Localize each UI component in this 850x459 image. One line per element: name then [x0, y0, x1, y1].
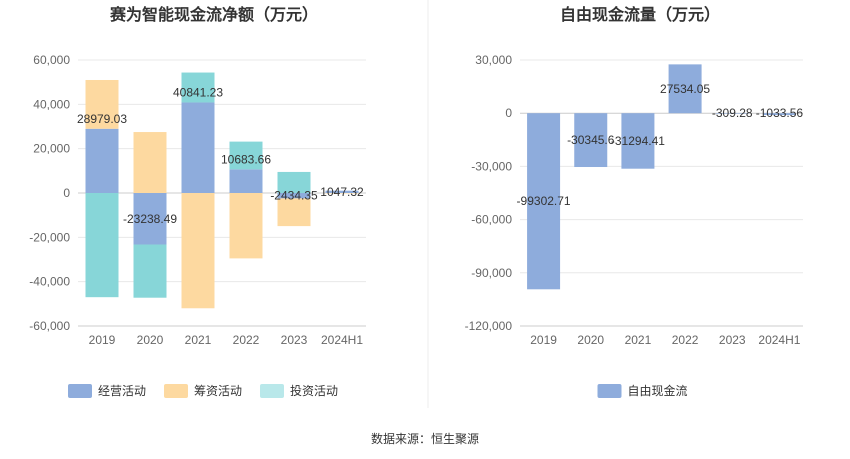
legend-label: 经营活动 [98, 384, 146, 398]
data-label: -99302.71 [517, 194, 571, 208]
x-tick-label: 2020 [137, 333, 164, 347]
bar-2020[interactable] [133, 244, 167, 298]
data-label: -23238.49 [123, 212, 177, 226]
legend-swatch [597, 384, 622, 398]
data-label: -309.28 [712, 106, 753, 120]
bar-2021[interactable] [621, 113, 655, 169]
bar-2020[interactable] [133, 132, 167, 193]
bar-2021[interactable] [181, 193, 215, 309]
y-tick-label: 0 [63, 186, 70, 200]
data-label: -31294.41 [611, 134, 665, 148]
y-tick-label: 0 [505, 106, 512, 120]
data-label: 1047.32 [320, 185, 364, 199]
y-tick-label: 20,000 [33, 142, 70, 156]
bar-2019[interactable] [527, 113, 561, 290]
y-tick-label: 60,000 [33, 53, 70, 67]
bar-2022[interactable] [229, 169, 263, 193]
right-chart-title: 自由现金流量（万元） [560, 5, 720, 24]
left-chart: 60,000 40,000 20,000 0 -20,000 -40,000 -60,000… [29, 53, 366, 398]
y-tick-label: -20,000 [29, 230, 70, 244]
bar-2019[interactable] [85, 79, 119, 129]
x-tick-label: 2023 [719, 333, 746, 347]
bar-2024h1[interactable] [325, 190, 359, 193]
bar-2020[interactable] [133, 193, 167, 245]
bar-2023[interactable] [277, 171, 311, 193]
left-chart-title: 赛为智能现金流净额（万元） [109, 5, 318, 24]
y-tick-label: -90,000 [471, 266, 512, 280]
data-source: 数据来源：恒生聚源 [371, 431, 479, 446]
legend-swatch [68, 384, 92, 398]
legend-swatch [164, 384, 188, 398]
data-label: -2434.35 [270, 189, 318, 203]
y-tick-label: -60,000 [29, 319, 70, 333]
y-tick-label: -40,000 [29, 275, 70, 289]
data-label: -1033.56 [756, 106, 804, 120]
bar-2019[interactable] [85, 193, 119, 298]
data-label: 10683.66 [221, 152, 271, 166]
data-label: -30345.6 [567, 133, 615, 147]
x-tick-label: 2020 [577, 333, 604, 347]
x-tick-label: 2021 [625, 333, 652, 347]
legend-label: 投资活动 [290, 383, 338, 398]
legend-label: 筹资活动 [194, 384, 242, 398]
bar-2023[interactable] [277, 193, 311, 199]
bar-2022[interactable] [229, 193, 263, 259]
x-tick-label: 2019 [530, 333, 557, 347]
x-tick-label: 2019 [89, 333, 116, 347]
x-tick-label: 2023 [281, 333, 308, 347]
x-tick-label: 2024H1 [321, 333, 363, 347]
x-tick-label: 2022 [672, 333, 699, 347]
y-tick-label: -30,000 [471, 159, 512, 173]
bar-2021[interactable] [181, 72, 215, 103]
bar-2019[interactable] [85, 128, 119, 193]
legend-label: 自由现金流 [628, 383, 688, 398]
legend-swatch [260, 384, 284, 398]
data-label: 28979.03 [77, 112, 127, 126]
y-tick-label: -120,000 [465, 319, 513, 333]
bar-2023[interactable] [277, 198, 311, 227]
x-tick-label: 2021 [185, 333, 212, 347]
bar-2024h1[interactable] [762, 113, 796, 116]
data-label: 40841.23 [173, 85, 223, 99]
x-tick-label: 2024H1 [758, 333, 800, 347]
bar-2021[interactable] [181, 102, 215, 193]
bar-2020[interactable] [574, 113, 608, 168]
right-chart: 30,000 0 -30,000 -60,000 -90,000 -120,000 2019… [465, 53, 804, 398]
data-label: 27534.05 [660, 82, 710, 96]
y-tick-label: -60,000 [471, 213, 512, 227]
bar-2022[interactable] [668, 64, 702, 114]
bar-2024h1[interactable] [325, 193, 359, 194]
bar-2023[interactable] [715, 113, 749, 114]
x-tick-label: 2022 [233, 333, 260, 347]
y-tick-label: 30,000 [475, 53, 512, 67]
y-tick-label: 40,000 [33, 97, 70, 111]
bar-2022[interactable] [229, 141, 263, 170]
